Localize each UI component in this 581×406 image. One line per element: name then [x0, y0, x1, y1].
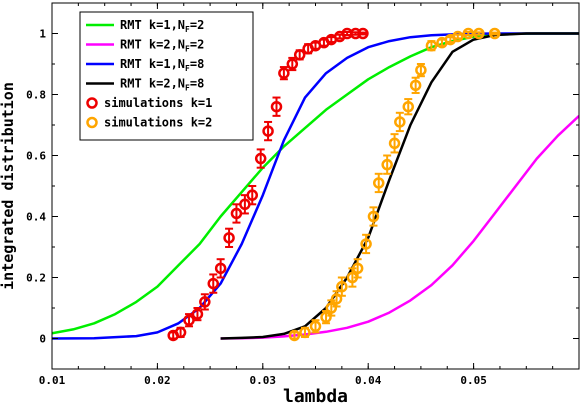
data-point	[452, 30, 464, 43]
legend-label-tail: =2	[190, 38, 204, 52]
data-point	[299, 326, 311, 339]
axis-ticks: 0.01 0.02 0.03 0.04 0.05 0 0.2 0.4 0.6 0.8 1	[26, 2, 580, 387]
y-tick-label: 0.4	[26, 211, 46, 224]
legend-label-main: RMT k=1,N	[120, 57, 185, 71]
y-tick-label: 1	[39, 28, 46, 41]
data-point	[309, 320, 322, 333]
legend-label-subscript: F	[185, 45, 190, 54]
plot-content	[52, 27, 579, 342]
data-point	[367, 210, 380, 223]
y-tick-label: 0.8	[26, 89, 46, 102]
data-point	[286, 58, 299, 70]
data-point	[174, 326, 187, 339]
series-line-3	[220, 32, 579, 340]
data-point	[223, 232, 235, 244]
series-line-1	[220, 114, 579, 340]
legend-label-main: RMT k=2,N	[120, 77, 185, 91]
data-point	[488, 27, 501, 40]
data-point	[462, 27, 475, 40]
y-tick-label: 0.6	[26, 150, 46, 163]
legend-label: RMT k=1,NF=2	[120, 18, 204, 34]
legend-label: RMT k=2,NF=8	[120, 77, 204, 93]
x-tick-label: 0.03	[250, 374, 277, 387]
legend-label-subscript: F	[185, 84, 190, 93]
legend-box	[79, 11, 254, 141]
legend-label: simulations k=1	[104, 96, 212, 110]
data-point	[191, 308, 204, 320]
data-point	[402, 100, 415, 113]
data-point	[207, 277, 220, 290]
legend-label-tail: =8	[190, 57, 204, 71]
y-axis-title: integrated distribution	[0, 82, 17, 290]
data-point	[293, 49, 306, 61]
data-point	[473, 27, 485, 40]
legend-label: RMT k=2,NF=2	[120, 38, 204, 54]
data-point	[330, 293, 343, 305]
data-point	[336, 280, 348, 293]
data-point	[325, 302, 338, 314]
y-tick-label: 0	[39, 333, 46, 346]
data-point	[357, 27, 369, 40]
legend-label-tail: =8	[190, 77, 204, 91]
legend-label: simulations k=2	[104, 116, 212, 130]
legend-swatch-marker	[86, 116, 98, 129]
data-point	[320, 311, 332, 323]
x-axis-title: lambda	[283, 386, 348, 406]
data-point	[246, 189, 259, 201]
data-point	[270, 100, 283, 113]
y-tick-label: 0.2	[26, 272, 46, 285]
data-point	[388, 137, 401, 150]
legend-label: RMT k=1,NF=8	[120, 57, 204, 73]
data-point	[372, 177, 385, 189]
data-point	[214, 262, 227, 275]
data-point	[425, 39, 438, 52]
data-point	[351, 262, 364, 275]
data-point	[394, 116, 406, 128]
data-point	[254, 152, 267, 165]
data-point	[278, 67, 290, 79]
x-tick-label: 0.04	[355, 374, 382, 387]
data-point	[288, 329, 301, 342]
legend-label-main: RMT k=2,N	[120, 38, 185, 52]
legend-label-tail: =2	[190, 18, 204, 32]
x-tick-label: 0.01	[39, 374, 66, 387]
legend-label-subscript: F	[185, 25, 190, 34]
data-point	[409, 79, 422, 92]
legend-label-subscript: F	[185, 64, 190, 73]
legend-swatch-marker	[86, 97, 98, 109]
data-point	[262, 125, 274, 137]
data-point	[415, 64, 427, 76]
x-tick-label: 0.02	[144, 374, 171, 387]
legend-label-main: simulations k=1	[104, 96, 212, 110]
data-point	[381, 158, 393, 171]
legend-label-main: simulations k=2	[104, 116, 212, 130]
x-tick-label: 0.05	[460, 374, 487, 387]
legend-label-main: RMT k=1,N	[120, 18, 185, 32]
data-point	[199, 296, 211, 308]
data-point	[360, 238, 372, 250]
